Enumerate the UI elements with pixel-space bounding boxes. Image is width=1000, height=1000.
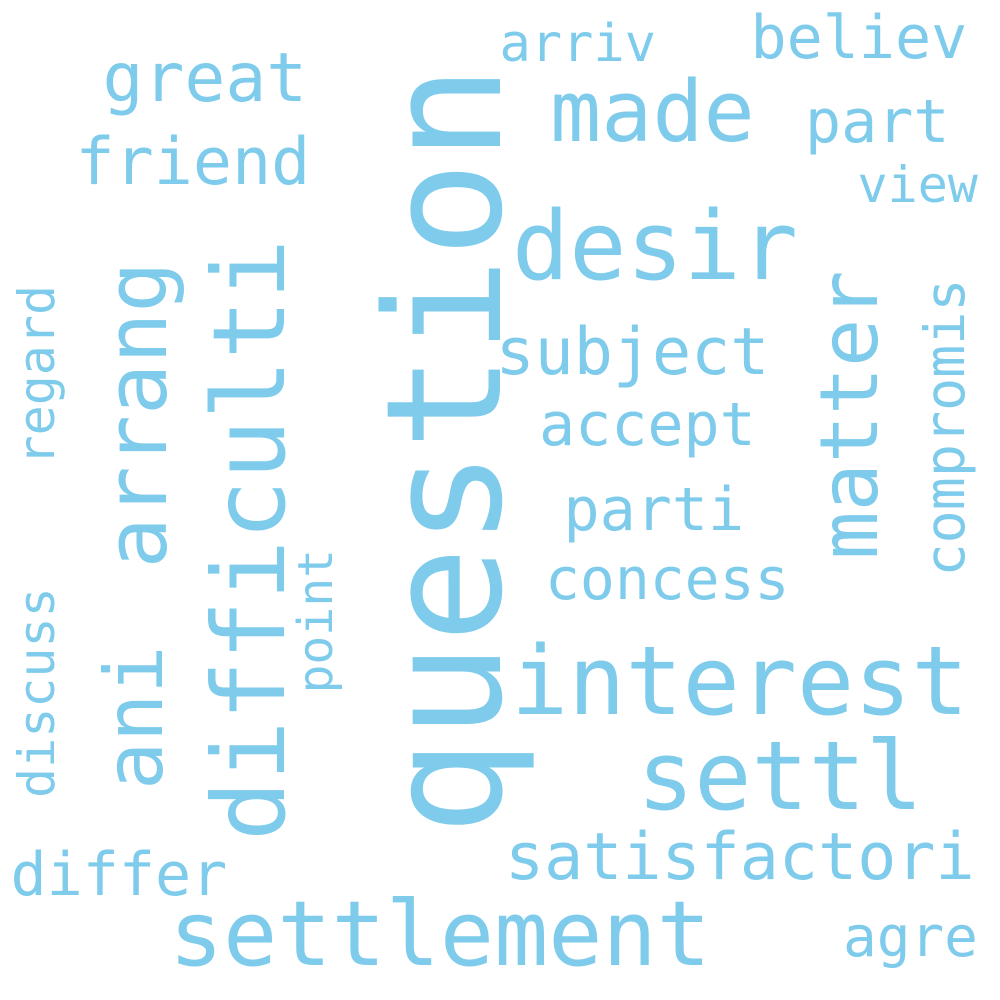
word-compromis: compromis [918, 278, 973, 576]
word-parti: parti [564, 480, 745, 540]
word-ani: ani [95, 646, 175, 791]
word-point: point [292, 549, 340, 694]
word-discuss: discuss [12, 587, 62, 798]
word-desir: desir [512, 200, 798, 295]
word-concess: concess [545, 550, 789, 608]
word-agre: agre [843, 910, 978, 966]
word-arrang: arrang [95, 261, 180, 568]
word-matter: matter [810, 271, 890, 560]
word-believ: believ [751, 8, 968, 68]
word-difficulti: difficulti [200, 239, 300, 841]
word-friend: friend [76, 130, 311, 195]
word-subject: subject [496, 320, 770, 385]
word-regard: regard [12, 285, 62, 466]
word-question: question [365, 65, 525, 836]
word-part: part [805, 92, 950, 152]
word-made: made [550, 70, 755, 155]
word-arriv: arriv [500, 18, 657, 70]
word-great: great [103, 45, 308, 113]
word-differ: differ [11, 845, 228, 905]
word-settlement: settlement [169, 890, 711, 980]
word-satisfactori: satisfactori [505, 825, 975, 890]
word-view: view [858, 160, 978, 210]
word-interest: interest [511, 635, 969, 730]
word-settl: settl [637, 730, 923, 825]
word-accept: accept [539, 395, 756, 455]
